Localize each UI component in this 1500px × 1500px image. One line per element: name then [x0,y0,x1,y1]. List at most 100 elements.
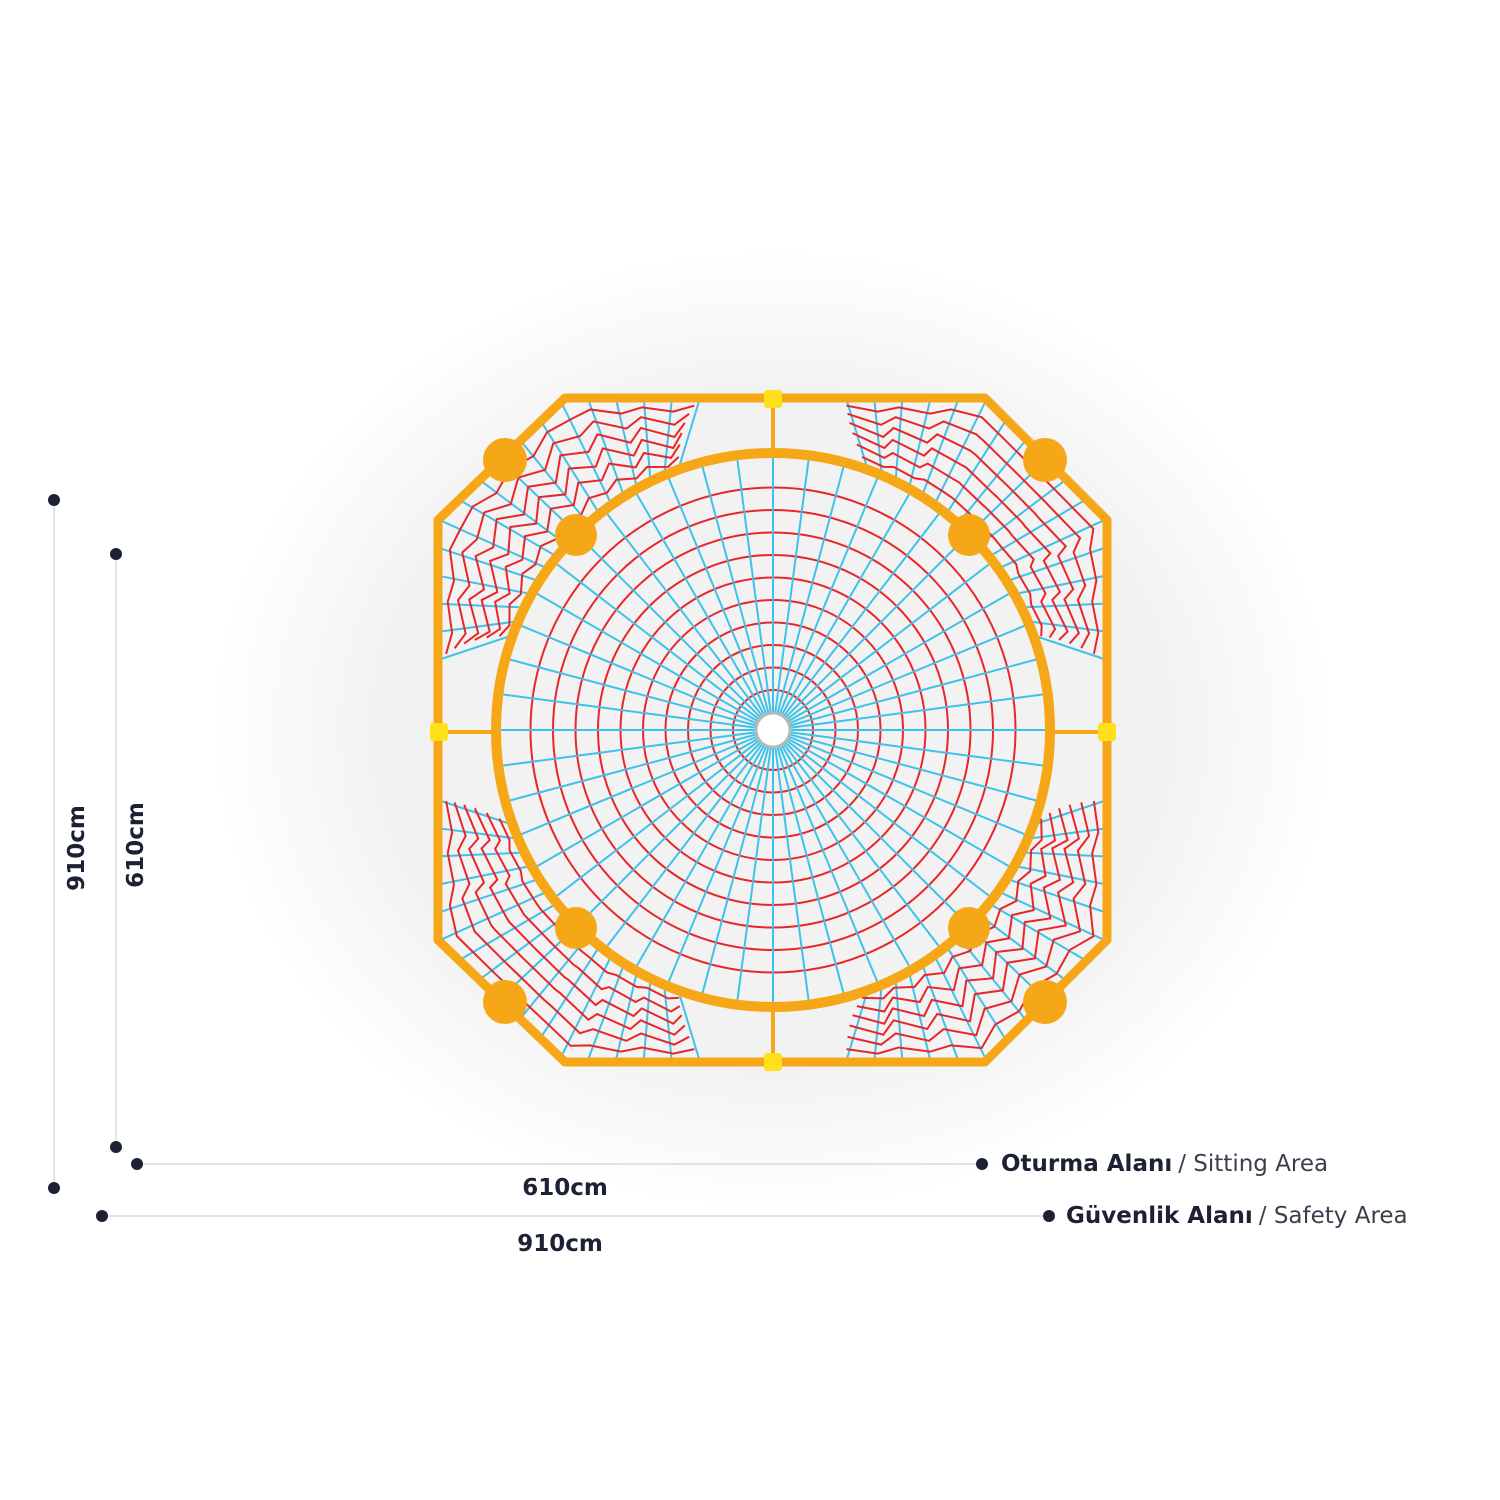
net-radial [784,741,967,924]
octagon-frame [433,393,1112,1067]
net-radial [787,593,1010,723]
net-strand [997,518,1107,570]
net-radial [503,731,757,767]
net-strand [852,808,1069,1025]
net-radial [778,478,879,715]
net-strand [849,421,1081,645]
joint [483,438,527,482]
net-radial [536,593,759,723]
net-radial [785,563,990,721]
dimension-label: 610cm [123,802,149,888]
joint [1023,980,1067,1024]
net-radial [510,733,757,802]
net-radial [701,746,770,993]
legend-sublabel: / Sitting Area [1178,1151,1328,1177]
net-strand [677,397,701,470]
net-radial [736,460,772,714]
net-radial [774,460,810,714]
net-radial [776,746,845,993]
net-radial [789,658,1036,727]
net-strand [978,478,1067,546]
net-radial [788,735,1025,836]
net-radial [784,536,967,719]
dimension-dot [131,1158,143,1170]
clamp [1098,723,1116,741]
clamp [764,1053,782,1071]
dimension-dot [48,1182,60,1194]
dimension-dot [48,494,60,506]
net-radial [606,742,764,947]
net-strand [437,634,514,661]
net-radial [785,739,990,897]
frame [430,390,1116,1071]
dimension-label: 910cm [64,805,90,891]
net-radial [782,513,940,718]
joint [483,980,527,1024]
legend-entry: Güvenlik Alanı / Safety Area [1066,1203,1408,1229]
net-radial [579,741,762,924]
net-strand [849,804,1081,1036]
legend: Oturma Alanı / Sitting Area Güvenlik Alan… [1001,1151,1408,1229]
net-radial [510,658,757,727]
dimension-dot [976,1158,988,1170]
net-radial [701,467,770,714]
net-strand [852,432,1069,641]
net-strand [478,914,568,981]
net-radial [636,493,766,716]
clamp [764,390,782,408]
net-strand [539,945,601,1039]
net-radial [556,563,761,721]
net-strand [1014,574,1108,596]
joint [948,907,990,949]
legend-label: Oturma Alanı [1001,1151,1172,1177]
net-radial [788,624,1025,725]
net-strand [988,498,1087,558]
net-strand [453,802,690,1046]
joint [555,907,597,949]
net-strand [519,935,589,1020]
net-radial [780,493,910,716]
net-strand [485,812,681,1013]
dimension-label: 610cm [522,1175,608,1201]
net-strand [453,412,690,649]
net-strand [474,432,683,641]
net-radial [776,467,845,714]
net-radial [782,742,940,947]
net-strand [473,807,683,1025]
legend-sublabel: / Safety Area [1259,1203,1408,1229]
net-strand [677,990,701,1063]
joint [1023,438,1067,482]
net-radial [789,733,1036,802]
net-radial [774,746,810,1000]
net-radial [778,745,879,982]
net-strand [559,954,613,1059]
net-radial [521,735,758,836]
net-radial [503,693,757,729]
net-strand [920,397,960,497]
net-radial [636,744,766,967]
joint [948,514,990,556]
clamp [430,723,448,741]
net-radial [556,739,761,897]
legend-label: Güvenlik Alanı [1066,1203,1253,1229]
net-strand [1032,634,1108,661]
net-radial [780,744,910,967]
net-radial [789,693,1043,729]
net-strand [856,443,1057,639]
net-radial [789,731,1043,767]
net-radial [521,624,758,725]
dimension-dot [110,548,122,560]
net-strand [847,412,1091,649]
dimensions: 910cm 610cm 610cm 910cm [48,494,1055,1257]
net-radial [736,746,772,1000]
net-strand [847,802,1091,1046]
net-hub [754,711,792,749]
dimension-label: 910cm [517,1231,603,1257]
net-strand [463,804,686,1036]
net-strand [463,422,686,645]
net-strand [957,438,1028,525]
net-radial [536,737,759,867]
dimension-dot [96,1210,108,1222]
net-radial [579,536,762,719]
